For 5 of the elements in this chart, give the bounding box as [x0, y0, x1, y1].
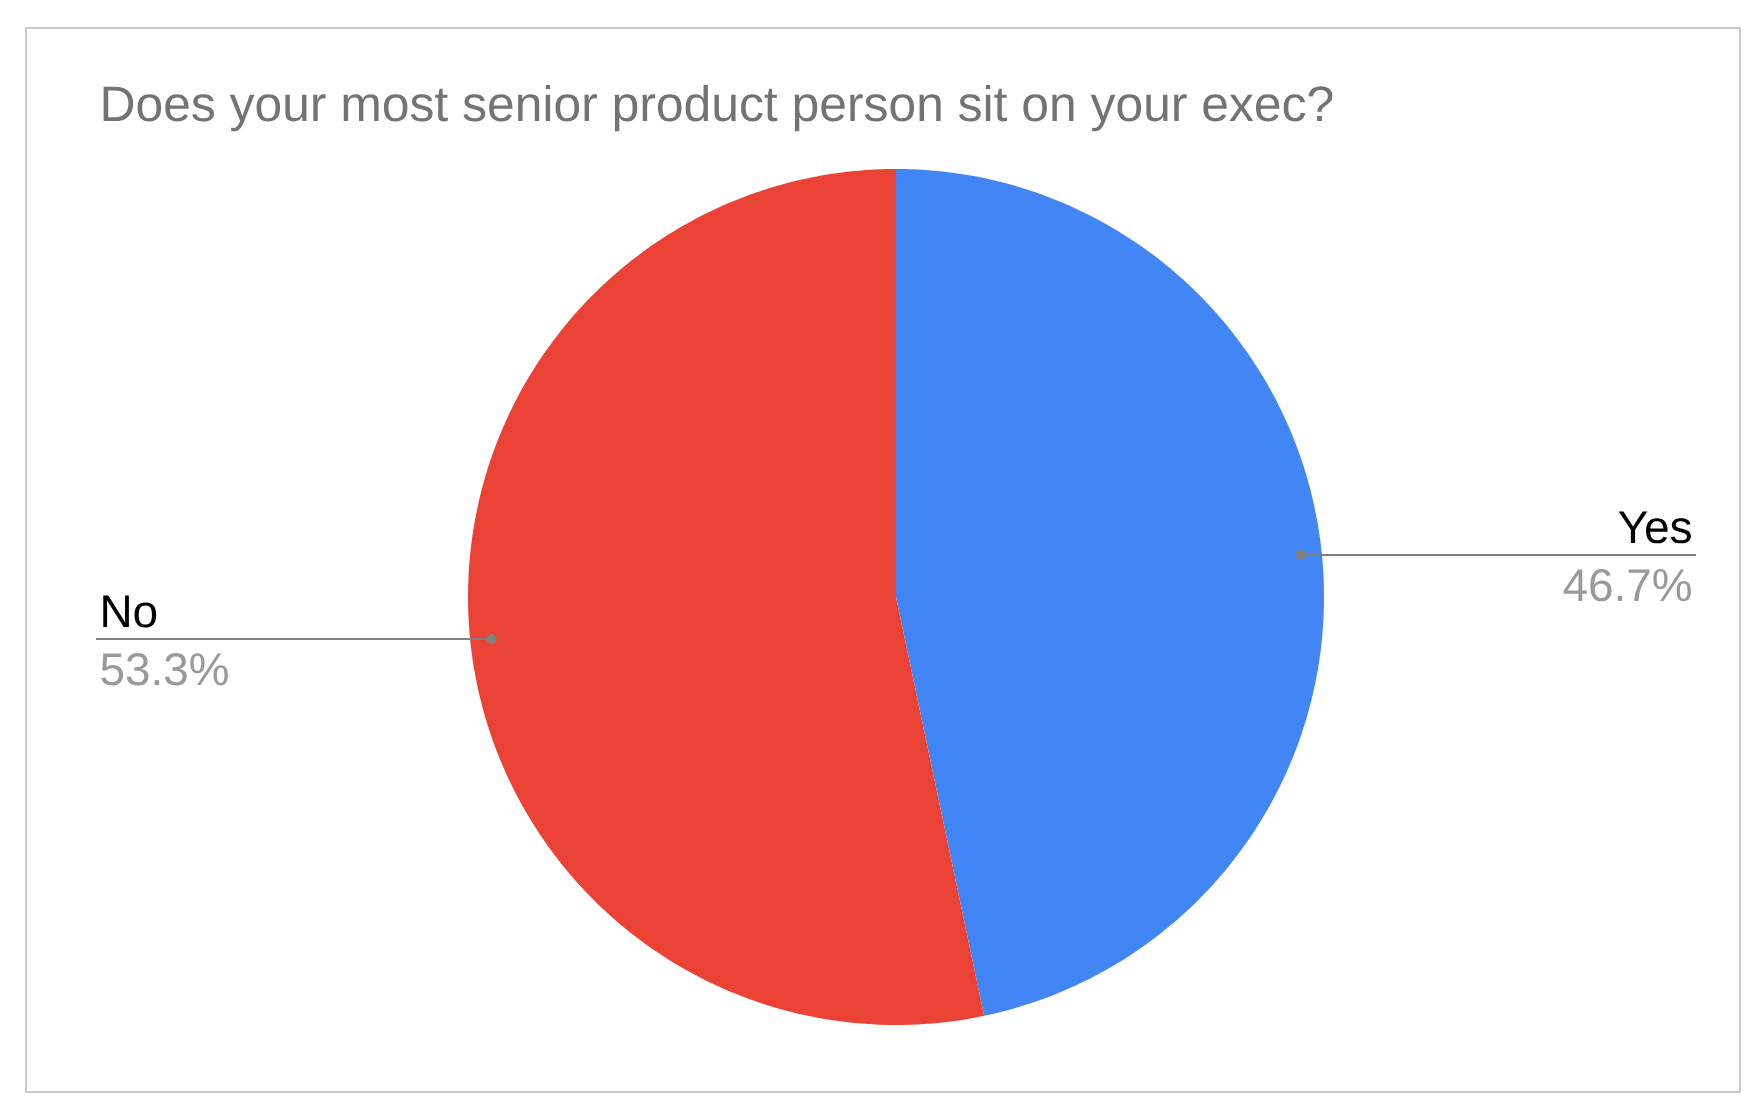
- data-label: 53.3%: [101, 653, 228, 686]
- slice-label: Yes: [1618, 511, 1691, 544]
- data-label: 46.7%: [1563, 568, 1691, 602]
- slice-label: No: [103, 595, 157, 628]
- chart-title: Does your most senior product person sit on your exec?: [103, 84, 1333, 132]
